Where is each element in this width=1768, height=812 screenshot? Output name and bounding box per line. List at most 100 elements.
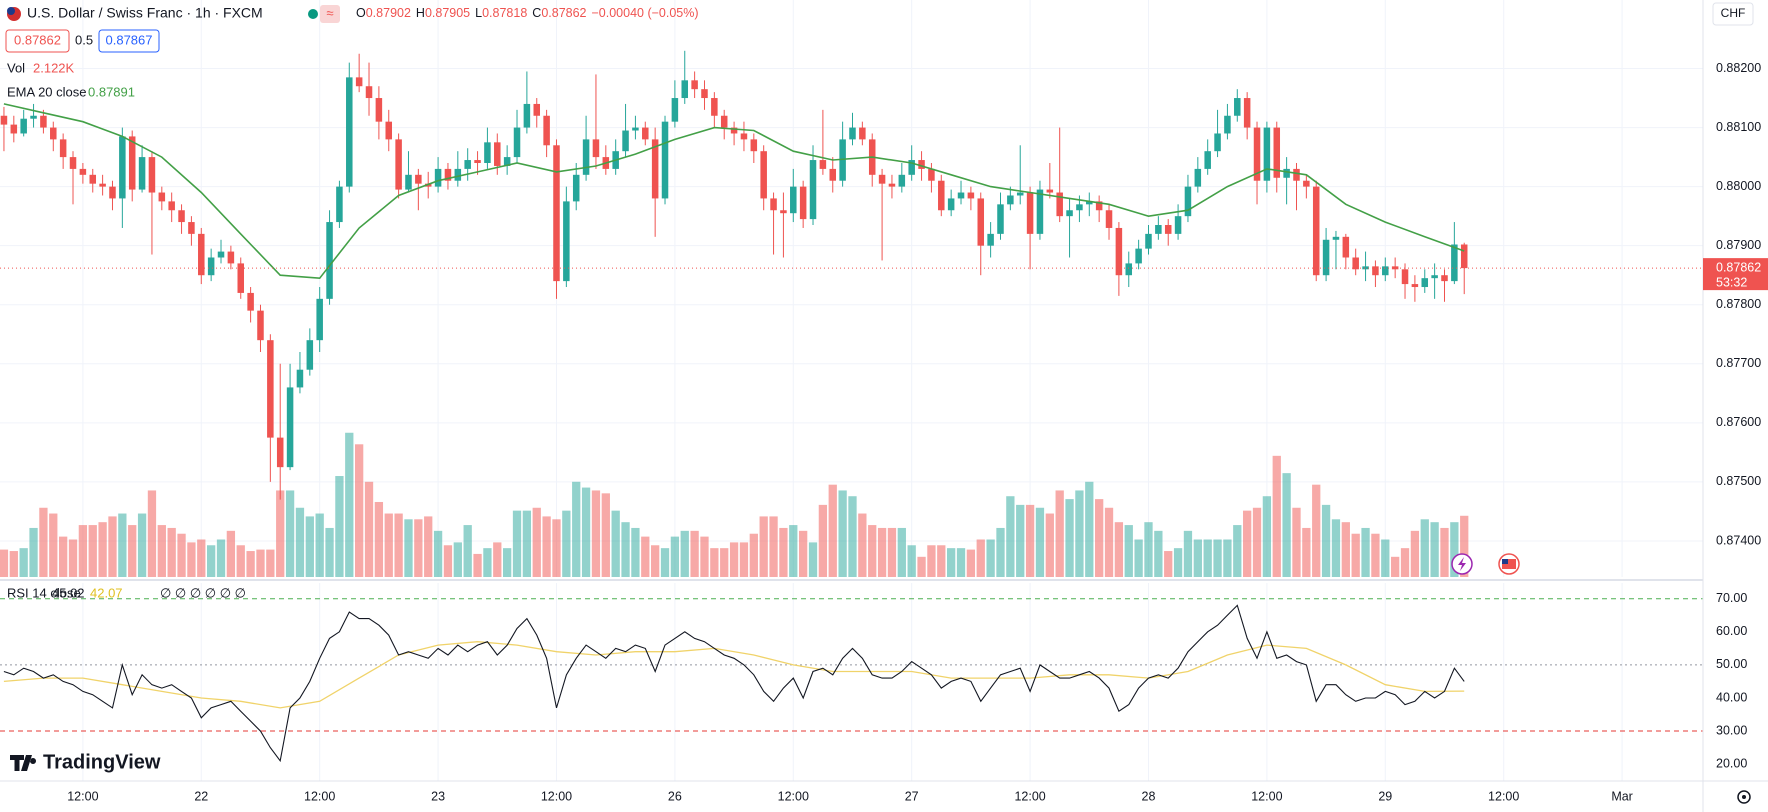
candle-body bbox=[405, 174, 412, 190]
volume-bar bbox=[828, 484, 837, 577]
candle-body bbox=[128, 136, 136, 190]
volume-bar bbox=[197, 539, 206, 577]
volume-bar bbox=[394, 513, 403, 577]
candle-body bbox=[553, 145, 560, 282]
volume-bar bbox=[1450, 522, 1459, 577]
volume-bar bbox=[887, 527, 897, 577]
volume-bar bbox=[19, 548, 28, 577]
rsi-legend-value: 45.02 bbox=[52, 585, 85, 600]
buy-button[interactable] bbox=[98, 29, 160, 53]
volume-bar bbox=[670, 536, 680, 577]
volume-bar bbox=[1243, 510, 1252, 577]
candle-body bbox=[1362, 266, 1369, 270]
volume-bar bbox=[483, 548, 492, 577]
candle-body bbox=[227, 251, 235, 264]
candle-body bbox=[651, 139, 659, 199]
ema-line bbox=[3, 103, 1465, 280]
rsi-inputs: ∅ ∅ ∅ ∅ ∅ ∅ bbox=[160, 585, 246, 600]
candle-body bbox=[642, 127, 649, 140]
candle-body bbox=[434, 168, 442, 187]
candle-body bbox=[878, 174, 886, 184]
volume-bar bbox=[1400, 548, 1410, 577]
y-tick-label: 0.87800 bbox=[1716, 297, 1761, 311]
volume-bar bbox=[838, 490, 847, 577]
volume-bar bbox=[749, 533, 758, 577]
volume-bar bbox=[157, 525, 166, 577]
volume-bar bbox=[1371, 533, 1380, 577]
candle-body bbox=[207, 257, 215, 276]
volume-bar bbox=[147, 490, 157, 577]
volume-bar bbox=[98, 522, 107, 577]
candle-body bbox=[711, 98, 718, 116]
ohlc-label: C bbox=[532, 6, 541, 20]
candle-body bbox=[59, 139, 67, 158]
candle-body bbox=[898, 174, 906, 187]
volume-bar bbox=[532, 507, 541, 577]
volume-bar bbox=[266, 549, 275, 577]
ohlc-label: H bbox=[416, 6, 425, 20]
y-tick-label: 0.87500 bbox=[1716, 474, 1761, 488]
x-tick-label: 27 bbox=[905, 789, 919, 803]
candle-body bbox=[1155, 225, 1162, 234]
volume-bar bbox=[1055, 490, 1064, 577]
candle-body bbox=[1224, 115, 1231, 134]
volume-bar bbox=[1035, 507, 1045, 577]
volume-bar bbox=[305, 516, 314, 577]
candle-body bbox=[79, 168, 87, 175]
candle-body bbox=[1382, 266, 1389, 276]
volume-bar bbox=[660, 548, 670, 577]
candle-body bbox=[1421, 278, 1429, 288]
volume-bar bbox=[88, 525, 97, 577]
candle-body bbox=[454, 168, 462, 181]
candle-body bbox=[661, 121, 669, 199]
candle-body bbox=[267, 340, 274, 438]
volume-bar bbox=[858, 513, 867, 577]
volume-bar bbox=[818, 504, 828, 577]
volume-bar bbox=[108, 516, 117, 577]
candle-body bbox=[158, 192, 166, 202]
volume-bar bbox=[226, 530, 236, 577]
candle-body bbox=[888, 183, 896, 187]
volume-bar bbox=[414, 519, 423, 577]
bid-price[interactable]: 0.87862 bbox=[14, 32, 61, 47]
volume-bar bbox=[216, 539, 226, 577]
currency-label[interactable]: CHF bbox=[1721, 6, 1746, 20]
candle-body bbox=[1194, 168, 1202, 187]
sell-button[interactable] bbox=[5, 29, 70, 53]
volume-bar bbox=[374, 501, 384, 577]
volume-bar bbox=[1302, 527, 1311, 577]
candle-body bbox=[523, 103, 531, 128]
candle-body bbox=[198, 233, 205, 276]
volume-bar bbox=[0, 549, 9, 577]
volume-bar bbox=[631, 527, 640, 577]
candle-body bbox=[1293, 168, 1300, 181]
settings-icon bbox=[1742, 795, 1746, 799]
candle-body bbox=[217, 251, 225, 258]
candle-body bbox=[750, 139, 758, 152]
candle-body bbox=[997, 204, 1004, 234]
volume-bar bbox=[1341, 522, 1350, 577]
volume-bar bbox=[1233, 525, 1242, 577]
badge bbox=[320, 5, 340, 23]
x-tick-label: 12:00 bbox=[778, 789, 809, 803]
currency-button[interactable] bbox=[1712, 2, 1754, 26]
y-tick-label: 0.87700 bbox=[1716, 356, 1761, 370]
volume-bar bbox=[443, 545, 453, 577]
volume-bar bbox=[364, 481, 374, 577]
volume-bar bbox=[572, 481, 581, 577]
candle-body bbox=[69, 157, 77, 169]
volume-bar bbox=[118, 513, 127, 577]
ask-price[interactable]: 0.87867 bbox=[106, 32, 153, 47]
candle-body bbox=[819, 160, 827, 169]
volume-bar bbox=[1262, 496, 1272, 577]
y-tick-label: 0.88000 bbox=[1716, 179, 1761, 193]
candle-body bbox=[513, 127, 521, 158]
candle-body bbox=[908, 160, 915, 175]
volume-bar bbox=[404, 519, 413, 577]
volume-bar bbox=[690, 530, 699, 577]
volume-bar bbox=[1193, 539, 1202, 577]
settings-icon[interactable] bbox=[1737, 790, 1751, 804]
rsi-tick-label: 60.00 bbox=[1716, 624, 1747, 638]
volume-bar bbox=[877, 527, 887, 577]
